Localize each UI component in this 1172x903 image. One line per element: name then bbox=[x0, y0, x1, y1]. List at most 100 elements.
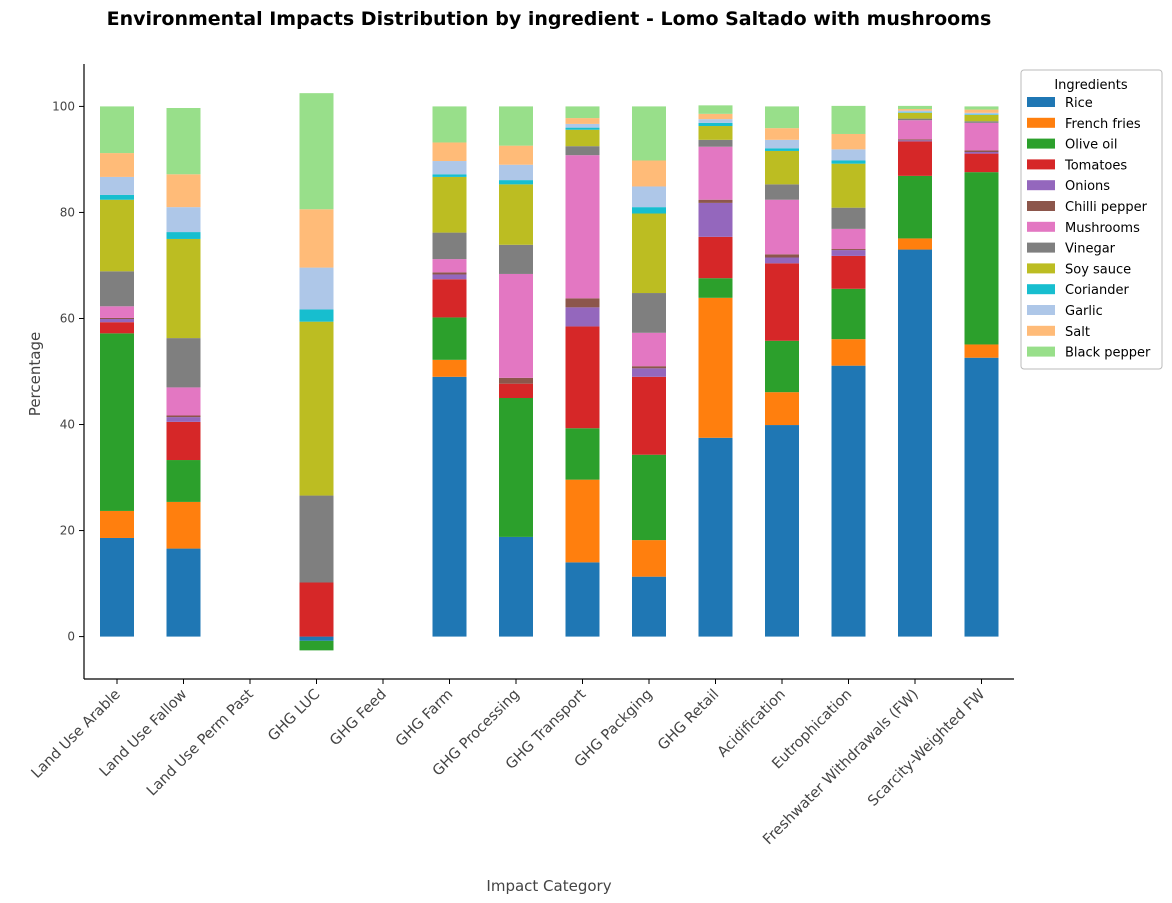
bar-segment-soy-sauce bbox=[299, 321, 334, 496]
bar-segment-tomatoes bbox=[831, 255, 866, 289]
bar-segment-french-fries bbox=[698, 297, 733, 438]
y-ticks: 0 20 40 60 80 100 bbox=[52, 99, 84, 644]
bar-segment-onions bbox=[898, 140, 932, 142]
y-axis-label: Percentage bbox=[26, 332, 44, 416]
legend-item-label: Rice bbox=[1065, 96, 1093, 111]
bar-segment-olive-oil bbox=[100, 333, 134, 511]
bar-segment-french-fries bbox=[166, 501, 201, 549]
bar-segment-garlic bbox=[898, 110, 932, 113]
bar-segment-black-pepper bbox=[499, 106, 533, 146]
bar-segment-chilli-pepper bbox=[166, 415, 201, 418]
x-tick-label: Scarcity-Weighted FW bbox=[865, 687, 988, 810]
bar-segment-vinegar bbox=[632, 293, 666, 333]
bar-segment-onions bbox=[632, 368, 666, 377]
bar-segment-tomatoes bbox=[765, 263, 799, 341]
bar-segment-rice bbox=[632, 576, 666, 637]
legend-swatch bbox=[1027, 117, 1055, 128]
legend-swatch bbox=[1027, 201, 1055, 211]
y-tick-label: 60 bbox=[60, 311, 75, 325]
bar-segment-french-fries bbox=[898, 238, 932, 250]
bar-segment-vinegar bbox=[565, 146, 600, 156]
bar-segment-coriander bbox=[299, 309, 334, 322]
legend-item-label: Onions bbox=[1065, 179, 1110, 194]
x-axis-label: Impact Category bbox=[486, 877, 611, 895]
bar-segment-french-fries bbox=[964, 344, 999, 358]
bar-segment-black-pepper bbox=[698, 105, 733, 114]
bar-segment-french-fries bbox=[432, 359, 467, 377]
bar-segment-mushrooms bbox=[898, 120, 932, 140]
bar-segment-salt bbox=[898, 109, 932, 111]
bar-segment-vinegar bbox=[698, 139, 733, 147]
bar-segment-rice bbox=[898, 249, 932, 637]
bar-segment-tomatoes bbox=[632, 376, 666, 455]
legend-item-label: Chilli pepper bbox=[1065, 200, 1148, 215]
bar-segment-coriander bbox=[898, 112, 932, 113]
legend-item-label: Mushrooms bbox=[1065, 221, 1140, 236]
legend-item-label: Salt bbox=[1065, 325, 1090, 340]
chart-title: Environmental Impacts Distribution by in… bbox=[107, 8, 992, 30]
bar-segment-mushrooms bbox=[831, 228, 866, 250]
bar-segment-garlic bbox=[166, 207, 201, 233]
x-tick-label: GHG Feed bbox=[327, 687, 390, 750]
legend-swatch bbox=[1027, 221, 1055, 232]
bar-segment-french-fries bbox=[831, 339, 866, 366]
bar-segment-rice bbox=[765, 425, 799, 637]
bar-segment-soy-sauce bbox=[831, 163, 866, 208]
bar-segment-soy-sauce bbox=[632, 213, 666, 294]
bar-segment-olive-oil bbox=[765, 340, 799, 393]
bar-segment-chilli-pepper bbox=[831, 249, 866, 251]
legend-swatch bbox=[1027, 346, 1055, 357]
bar-segment-mushrooms bbox=[964, 122, 999, 151]
legend-item-label: French fries bbox=[1065, 117, 1141, 132]
bar-segment-salt bbox=[698, 113, 733, 120]
bar-segment-garlic bbox=[565, 123, 600, 128]
bar-segment-chilli-pepper bbox=[565, 298, 600, 308]
bar-segment-soy-sauce bbox=[432, 176, 467, 233]
bar-segment-vinegar bbox=[499, 244, 533, 274]
legend-item-label: Soy sauce bbox=[1065, 262, 1131, 277]
legend-swatch bbox=[1027, 284, 1055, 295]
bar-segment-olive-oil bbox=[831, 288, 866, 340]
bar-segment-coriander bbox=[565, 127, 600, 130]
bar-segment-olive-oil bbox=[964, 172, 999, 345]
bar-segment-black-pepper bbox=[432, 106, 467, 143]
bar-segment-mushrooms bbox=[166, 387, 201, 416]
bar-segment-vinegar bbox=[898, 118, 932, 121]
bar-segment-chilli-pepper bbox=[100, 317, 134, 320]
legend-title: Ingredients bbox=[1054, 78, 1128, 93]
bar-segment-rice bbox=[499, 536, 533, 637]
bar-segment-soy-sauce bbox=[765, 150, 799, 185]
bar-segment-coriander bbox=[100, 194, 134, 200]
bar-segment-coriander bbox=[499, 180, 533, 185]
bar-segment-salt bbox=[964, 109, 999, 113]
bar-segment-tomatoes bbox=[898, 141, 932, 176]
bar-segment-chilli-pepper bbox=[964, 150, 999, 153]
legend-swatch bbox=[1027, 180, 1055, 191]
bar-segment-coriander bbox=[432, 174, 467, 177]
bar-segment-salt bbox=[100, 153, 134, 177]
legend-item-label: Coriander bbox=[1065, 283, 1129, 298]
bar-segment-vinegar bbox=[831, 207, 866, 229]
bar-segment-coriander bbox=[166, 232, 201, 239]
legend-frame bbox=[1020, 69, 1163, 370]
bar-segment-onions bbox=[964, 152, 999, 154]
bar-segment-rice bbox=[964, 357, 999, 637]
bar-segment-olive-oil bbox=[698, 278, 733, 298]
bar-segment-coriander bbox=[831, 160, 866, 164]
bar-segment-salt bbox=[632, 160, 666, 187]
legend-item-label: Olive oil bbox=[1065, 138, 1117, 153]
bar-segment-black-pepper bbox=[166, 108, 201, 175]
bar-segment-olive-oil bbox=[499, 398, 533, 537]
legend-item-label: Tomatoes bbox=[1064, 158, 1127, 173]
bar-segment-onions bbox=[831, 250, 866, 256]
bar-segment-tomatoes bbox=[100, 322, 134, 334]
bars-layer bbox=[100, 93, 999, 651]
legend-swatch bbox=[1027, 325, 1055, 336]
bar-segment-french-fries bbox=[565, 479, 600, 563]
legend-swatch bbox=[1027, 263, 1055, 274]
bar-segment-tomatoes bbox=[565, 326, 600, 429]
legend-item-label: Vinegar bbox=[1065, 242, 1116, 257]
bar-segment-rice bbox=[698, 437, 733, 637]
x-tick-label: GHG LUC bbox=[265, 687, 323, 745]
bar-segment-coriander bbox=[964, 114, 999, 115]
